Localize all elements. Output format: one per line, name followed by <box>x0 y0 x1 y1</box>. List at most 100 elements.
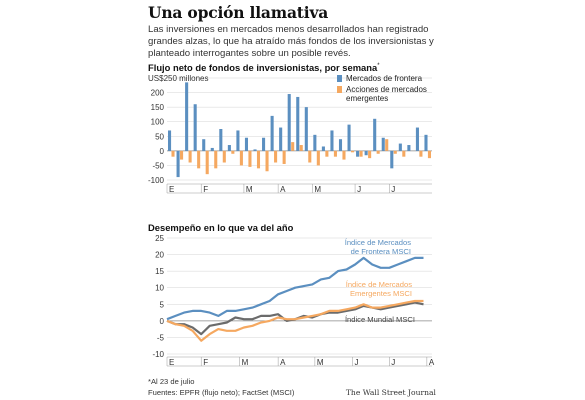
left-gutter <box>0 0 143 400</box>
frontier-flow-bar <box>167 130 172 151</box>
emerging-flow-bar <box>222 150 226 163</box>
publisher-credit: The Wall Street Journal <box>345 388 436 397</box>
emerging-flow-bar <box>402 150 406 157</box>
frontier-flow-bar <box>338 139 343 151</box>
y-tick-label: -10 <box>152 350 164 359</box>
frontier-flow-bar <box>424 134 428 151</box>
x-month-label: A <box>429 358 435 367</box>
graphic-subtitle: Las inversiones en mercados menos desarr… <box>148 24 434 59</box>
flows-chart-title-text: Flujo neto de fondos de inversionistas, … <box>148 62 378 73</box>
emerging-flow-bar <box>393 150 397 154</box>
emerging-flow-bar <box>180 150 184 160</box>
frontier-flow-bar <box>304 107 308 151</box>
frontier-flow-bar <box>330 130 334 151</box>
ytd-performance-line-chart: 25 20 15 10 5 0 -5 -10 Índice de Mercados de Fron… <box>152 234 435 367</box>
frontier-flow-bar <box>321 146 325 151</box>
emerging-flow-bar <box>427 150 432 159</box>
x-month-label: J <box>391 185 395 194</box>
x-month-label: J <box>355 358 359 367</box>
y-tick-label: -50 <box>152 161 164 170</box>
frontier-flow-bar <box>262 137 266 151</box>
frontier-flow-bar <box>210 147 214 151</box>
graphic-card: Una opción llamativa Las inversiones en … <box>143 0 442 400</box>
legend-swatch <box>337 75 342 82</box>
performance-chart-title: Desempeño en lo que va del año <box>148 222 294 233</box>
emerging-flow-bar <box>188 150 192 163</box>
emerging-flow-bar <box>205 150 209 175</box>
x-month-label: A <box>280 185 286 194</box>
emerging-flow-bar <box>214 150 218 169</box>
emerging-flow-bar <box>342 150 346 160</box>
emerging-flow-bar <box>419 150 423 157</box>
frontier-flow-bar <box>373 118 377 151</box>
emerging-flow-bar <box>265 150 269 172</box>
y-tick-label: 25 <box>155 234 164 243</box>
series-line <box>166 299 424 342</box>
frontier-flow-bar <box>244 137 249 151</box>
y-tick-label: 150 <box>151 103 165 112</box>
emerging-flow-bar <box>197 150 201 169</box>
frontier-flow-bar <box>219 129 223 151</box>
x-month-label: M <box>242 358 249 367</box>
emerging-flow-bar <box>282 150 286 164</box>
emerging-flow-bar <box>171 150 175 157</box>
emerging-flow-bar <box>368 150 372 159</box>
x-month-label: F <box>203 358 208 367</box>
y-tick-label: 100 <box>151 118 165 127</box>
frontier-flow-bar <box>270 115 274 151</box>
emerging-flow-bar <box>385 139 389 151</box>
frontier-flow-bar <box>364 150 368 156</box>
frontier-flow-bar <box>227 145 231 151</box>
emerging-flow-bar <box>248 150 252 167</box>
frontier-flow-bar <box>398 143 402 151</box>
y-tick-label: 0 <box>160 147 165 156</box>
series-line <box>166 256 424 321</box>
x-month-label: J <box>391 358 395 367</box>
y-tick-label: 5 <box>160 300 165 309</box>
frontier-flow-bar <box>407 145 411 151</box>
x-month-label: M <box>314 185 321 194</box>
emerging-flow-bar <box>359 150 363 157</box>
frontier-flow-bar <box>296 96 300 151</box>
emerging-flow-bar <box>325 150 329 157</box>
frontier-flow-bar <box>253 149 257 151</box>
frontier-flow-bar <box>415 127 419 151</box>
label-emerging-index: Índice de Mercados Emergentes MSCI <box>346 280 412 298</box>
emerging-flow-bar <box>299 145 303 151</box>
graphic-title: Una opción llamativa <box>148 3 329 22</box>
frontier-flow-bar <box>287 94 291 151</box>
x-month-label: F <box>203 185 208 194</box>
y-tick-label: 15 <box>155 267 164 276</box>
emerging-flow-bar <box>308 150 312 163</box>
label-frontier-index: Índice de Mercados de Frontera MSCI <box>345 238 411 256</box>
y-tick-label: 200 <box>151 89 165 98</box>
frontier-flow-bar <box>356 150 360 157</box>
y-tick-label: 20 <box>155 251 164 260</box>
emerging-flow-bar <box>239 150 243 166</box>
y-tick-label: -5 <box>157 333 165 342</box>
frontier-flow-bar <box>390 150 394 169</box>
x-month-label: E <box>169 185 174 194</box>
flows-chart-title-mark: * <box>377 62 380 69</box>
emerging-flow-bar <box>333 150 337 157</box>
x-month-label: M <box>246 185 253 194</box>
y-tick-label: US$250 millones <box>148 74 208 83</box>
weekly-flows-bar-chart: US$250 millones 200 150 100 50 0 -50 -100 E F M A M J… <box>148 74 432 194</box>
emerging-flow-bar <box>316 150 320 166</box>
emerging-flow-bar <box>274 150 278 163</box>
legend-label-frontier: Mercados de frontera <box>346 74 423 83</box>
frontier-flow-bar <box>313 134 317 151</box>
frontier-flow-bar <box>347 124 351 151</box>
frontier-flow-bar <box>193 104 197 151</box>
frontier-flow-bar <box>236 130 240 151</box>
emerging-flow-bar <box>231 150 235 154</box>
frontier-flow-bar <box>279 127 283 151</box>
emerging-flow-bar <box>376 150 380 154</box>
legend-label-emerging: Acciones de mercados emergentes <box>346 85 427 103</box>
frontier-flow-bar <box>381 137 385 151</box>
x-month-label: E <box>169 358 174 367</box>
frontier-flow-bar <box>185 82 189 151</box>
emerging-flow-bar <box>256 150 261 169</box>
y-tick-label: 50 <box>155 132 164 141</box>
